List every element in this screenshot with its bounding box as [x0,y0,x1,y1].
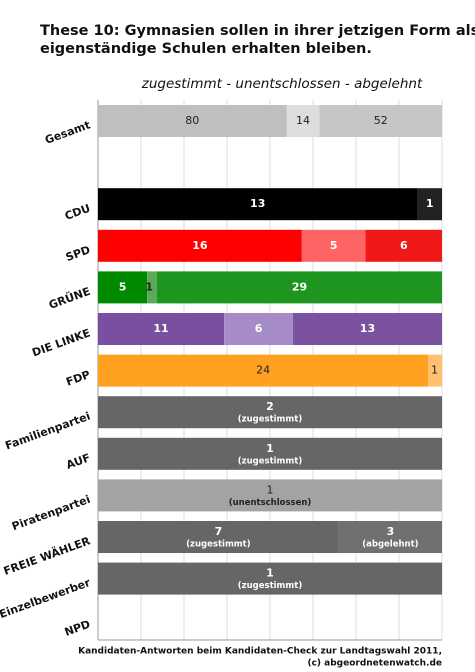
chart-subtitle: zugestimmt - unentschlossen - abgelehnt [141,76,423,92]
category-label: DIE LINKE [30,326,92,359]
chart-title: eigenständige Schulen erhalten bleiben. [40,41,372,57]
value-note: (abgelehnt) [362,540,418,550]
value-label: 24 [256,364,270,377]
value-note: (unentschlossen) [229,498,312,508]
bar-segment [98,437,442,470]
bar-segment [98,313,225,345]
bar-segment [365,229,442,262]
value-label: 13 [360,322,375,335]
category-label: SPD [64,243,92,264]
bar-segment [98,271,148,304]
value-note: (zugestimmt) [238,456,303,466]
category-label: GRÜNE [47,284,92,312]
value-label: 80 [185,114,199,127]
category-label: Familienpartei [3,410,92,453]
bar-segment [98,229,302,262]
value-label: 3 [387,525,395,538]
value-label: 1 [266,442,274,455]
value-label: 1 [266,567,274,580]
category-label: FDP [64,368,92,389]
value-label: 14 [296,114,310,127]
bar-segment [98,479,442,512]
bar-segment [301,229,366,262]
category-label: NPD [63,618,92,639]
category-label: Piratenpartei [10,493,92,533]
value-note: (zugestimmt) [238,415,303,425]
bar-segment [98,562,442,595]
value-label: 6 [255,322,263,335]
bar-segment [428,354,442,387]
value-label: 2 [266,400,274,413]
chart-title: These 10: Gymnasien sollen in ihrer jetz… [40,23,475,39]
value-label: 5 [330,239,338,252]
bar-segment [98,396,442,429]
bar-segment [338,521,442,553]
category-label: CDU [63,202,92,223]
bar-segment [156,271,442,304]
bar-segment [224,313,293,345]
category-label: Einzelbewerber [0,576,93,621]
bar-segment [286,105,320,137]
value-label: 13 [250,197,265,210]
value-label: 52 [374,114,388,127]
bar-segment [98,521,339,553]
bar-segment [319,105,442,137]
category-label: FREIE WÄHLER [1,533,92,578]
category-label: AUF [64,451,92,472]
category-label: Gesamt [43,118,92,146]
value-label: 29 [292,280,307,293]
value-label: 5 [119,280,127,293]
value-note: (zugestimmt) [186,540,251,550]
bar-segment [417,188,442,221]
value-label: 7 [215,525,223,538]
bar-segment [147,271,157,304]
value-label: 1 [426,197,434,210]
value-label: 1 [267,483,274,496]
value-label: 11 [153,322,168,335]
value-note: (zugestimmt) [238,581,303,591]
value-label: 1 [145,280,153,293]
footer: Kandidaten-Antworten beim Kandidaten-Che… [78,647,442,657]
footer: (c) abgeordnetenwatch.de [307,659,442,669]
bar-segment [98,188,418,221]
bar-segment [98,105,287,137]
bar-segment [98,354,429,387]
bar-segment [292,313,442,345]
value-label: 16 [192,239,208,252]
value-label: 1 [431,364,438,377]
value-label: 6 [400,239,408,252]
